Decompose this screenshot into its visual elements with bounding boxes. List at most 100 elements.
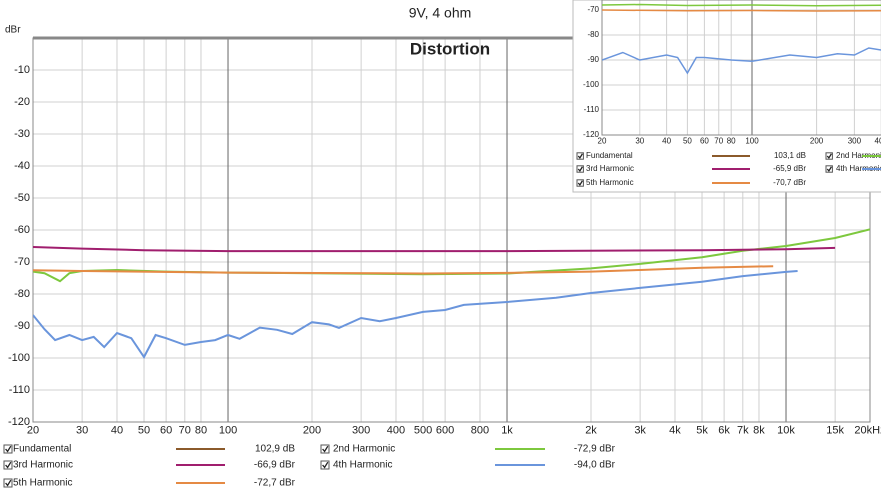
y-axis-label: dBr [5,25,21,36]
x-tick-label: 2k [585,425,597,437]
x-tick-label: 80 [727,137,736,146]
x-tick-label: 8k [753,425,765,437]
x-tick-label: 100 [745,137,759,146]
legend-label: 4th Harmonic [333,460,392,471]
series-line [33,270,798,359]
y-tick-label: -80 [587,30,599,39]
y-tick-label: -120 [8,416,30,428]
legend-readout: -72,9 dBr [574,444,616,455]
x-tick-label: 50 [683,137,692,146]
series-line [602,3,881,7]
legend-label: Fundamental [586,151,633,160]
series-line [33,265,774,275]
x-tick-label: 30 [76,425,88,437]
y-tick-label: -10 [14,64,30,76]
legend-checkmark [826,153,832,160]
legend-label: 2nd Harmonic [836,151,881,160]
legend-label: 2nd Harmonic [333,444,395,455]
legend-readout: 102,9 dB [255,444,295,455]
y-tick-label: -30 [14,128,30,140]
y-tick-label: -70 [14,256,30,268]
legend-checkmark [5,461,12,469]
legend-checkbox [576,165,584,173]
series-line [602,47,881,75]
legend-checkmark [5,479,12,487]
legend-label: 3rd Harmonic [586,164,634,173]
x-tick-label: 400 [875,137,881,146]
legend-readout: -65,9 dBr [773,164,806,173]
x-tick-label: 200 [303,425,321,437]
y-tick-label: -100 [8,352,30,364]
legend-checkmark [5,445,12,453]
x-tick-label: 6k [718,425,730,437]
y-tick-label: -80 [14,288,30,300]
chart-panel: -10-20-30-40-50-60-70-80-90-100-110-1202… [3,36,881,489]
chart-subtitle: Distortion [410,39,490,58]
x-tick-label: 60 [160,425,172,437]
x-tick-label: 800 [471,425,489,437]
legend-checkmark [322,445,329,453]
plot-frame [601,0,881,136]
y-tick-label: -70 [587,5,599,14]
legend-readout: -66,9 dBr [254,460,296,471]
x-tick-label: 300 [352,425,370,437]
legend-label: 5th Harmonic [13,478,72,489]
legend-label: 3rd Harmonic [13,460,73,471]
x-tick-label: 300 [848,137,862,146]
x-tick-label: 30 [635,137,644,146]
legend-label: Fundamental [13,444,71,455]
legend-label: 5th Harmonic [586,178,634,187]
x-tick-label: 70 [714,137,723,146]
x-tick-label: 60 [700,137,709,146]
x-tick-label: 4k [669,425,681,437]
x-tick-label: 7k [737,425,749,437]
x-tick-label: 200 [810,137,824,146]
legend-checkmark [826,166,832,173]
legend-checkbox [825,165,833,173]
legend-checkbox [576,152,584,160]
legend-readout: -72,7 dBr [254,478,296,489]
y-tick-label: -50 [14,192,30,204]
x-tick-label: 400 [387,425,405,437]
x-tick-label: 20kHz [854,425,881,437]
legend-checkmark [577,180,583,187]
legend-checkbox [825,152,833,160]
y-tick-label: -60 [14,224,30,236]
x-tick-label: 500 [414,425,432,437]
legend-readout: -70,7 dBr [773,178,806,187]
y-tick-label: -20 [14,96,30,108]
x-tick-label: 600 [436,425,454,437]
x-tick-label: 1k [501,425,513,437]
x-tick-label: 50 [138,425,150,437]
legend-checkmark [577,166,583,173]
x-tick-label: 3k [634,425,646,437]
legend-readout: 103,1 dB [774,151,806,160]
series-line [602,9,881,12]
y-tick-label: -100 [583,80,600,89]
legend-checkbox [3,460,13,470]
x-tick-label: 10k [777,425,795,437]
inset-panel [572,0,881,193]
y-tick-label: -110 [9,384,30,396]
legend-checkbox [576,179,584,187]
x-tick-label: 40 [662,137,671,146]
y-tick-label: -110 [584,105,600,114]
legend-checkbox [3,444,13,454]
legend-checkbox [320,460,330,470]
chart-title: 9V, 4 ohm [409,5,472,21]
x-tick-label: 40 [111,425,123,437]
x-tick-label: 15k [826,425,844,437]
legend-checkbox [3,478,13,488]
x-tick-label: 80 [195,425,207,437]
legend-label: 4th Harmonic [836,164,881,173]
legend-readout: -94,0 dBr [574,460,616,471]
y-tick-label: -120 [583,130,600,139]
y-tick-label: -90 [587,55,599,64]
y-tick-label: -90 [14,320,30,332]
series-line [33,246,836,253]
x-tick-label: 70 [179,425,191,437]
legend-checkmark [577,153,583,160]
x-tick-label: 20 [598,137,607,146]
